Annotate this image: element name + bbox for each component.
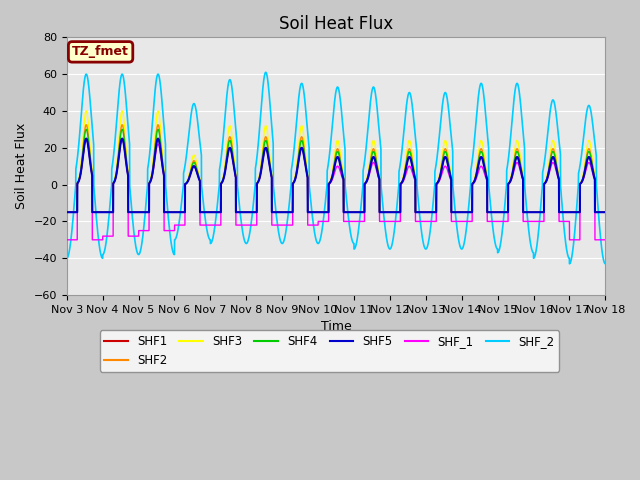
SHF_1 xyxy=(407,165,415,170)
Title: Soil Heat Flux: Soil Heat Flux xyxy=(279,15,393,33)
SHF5 xyxy=(602,209,609,215)
SHF4 xyxy=(91,209,99,215)
SHF1 xyxy=(483,173,490,179)
SHF2 xyxy=(91,209,99,215)
SHF2 xyxy=(602,209,609,215)
SHF5 xyxy=(503,209,511,215)
SHF5 xyxy=(496,209,504,215)
SHF3 xyxy=(63,209,70,215)
SHF_1 xyxy=(83,136,90,142)
SHF_2 xyxy=(483,118,490,123)
SHF_1 xyxy=(503,218,511,224)
SHF3 xyxy=(83,108,90,114)
SHF1 xyxy=(496,209,504,215)
SHF_2 xyxy=(496,246,504,252)
SHF3 xyxy=(407,141,415,146)
SHF_2 xyxy=(602,261,609,266)
SHF3 xyxy=(483,168,490,174)
SHF5 xyxy=(83,136,90,142)
SHF_1 xyxy=(602,237,609,243)
SHF2 xyxy=(83,122,90,128)
SHF1 xyxy=(63,209,70,215)
SHF1 xyxy=(602,209,609,215)
Text: TZ_fmet: TZ_fmet xyxy=(72,46,129,59)
SHF_2 xyxy=(468,163,476,168)
Line: SHF1: SHF1 xyxy=(67,139,605,212)
SHF_2 xyxy=(262,70,269,75)
SHF2 xyxy=(468,209,476,215)
SHF5 xyxy=(468,209,476,215)
SHF2 xyxy=(503,209,511,215)
SHF5 xyxy=(91,209,99,215)
SHF2 xyxy=(496,209,504,215)
SHF_1 xyxy=(468,218,476,224)
SHF_1 xyxy=(483,176,490,182)
SHF_1 xyxy=(91,237,99,243)
SHF4 xyxy=(63,209,70,215)
Y-axis label: Soil Heat Flux: Soil Heat Flux xyxy=(15,123,28,209)
SHF_2 xyxy=(407,92,415,98)
SHF4 xyxy=(468,209,476,215)
SHF3 xyxy=(468,209,476,215)
SHF4 xyxy=(83,127,90,132)
SHF_2 xyxy=(503,166,511,171)
SHF1 xyxy=(83,136,90,142)
Line: SHF2: SHF2 xyxy=(67,125,605,212)
Line: SHF_1: SHF_1 xyxy=(67,139,605,240)
SHF3 xyxy=(503,209,511,215)
Line: SHF5: SHF5 xyxy=(67,139,605,212)
Line: SHF3: SHF3 xyxy=(67,111,605,212)
SHF1 xyxy=(468,209,476,215)
SHF3 xyxy=(496,209,504,215)
SHF4 xyxy=(496,209,504,215)
SHF_1 xyxy=(496,218,504,224)
SHF1 xyxy=(407,156,415,162)
SHF_2 xyxy=(91,197,99,203)
SHF_2 xyxy=(63,255,70,261)
Legend: SHF1, SHF2, SHF3, SHF4, SHF5, SHF_1, SHF_2: SHF1, SHF2, SHF3, SHF4, SHF5, SHF_1, SHF… xyxy=(100,330,559,372)
Line: SHF4: SHF4 xyxy=(67,130,605,212)
SHF3 xyxy=(91,209,99,215)
Line: SHF_2: SHF_2 xyxy=(67,72,605,264)
SHF4 xyxy=(483,171,490,177)
SHF2 xyxy=(483,170,490,176)
SHF2 xyxy=(63,209,70,215)
SHF2 xyxy=(407,148,415,154)
SHF4 xyxy=(407,151,415,156)
SHF4 xyxy=(602,209,609,215)
SHF5 xyxy=(63,209,70,215)
SHF1 xyxy=(91,209,99,215)
SHF1 xyxy=(503,209,511,215)
SHF5 xyxy=(407,156,415,162)
SHF4 xyxy=(503,209,511,215)
SHF3 xyxy=(602,209,609,215)
SHF_1 xyxy=(63,237,70,243)
X-axis label: Time: Time xyxy=(321,320,351,333)
SHF5 xyxy=(483,173,490,179)
